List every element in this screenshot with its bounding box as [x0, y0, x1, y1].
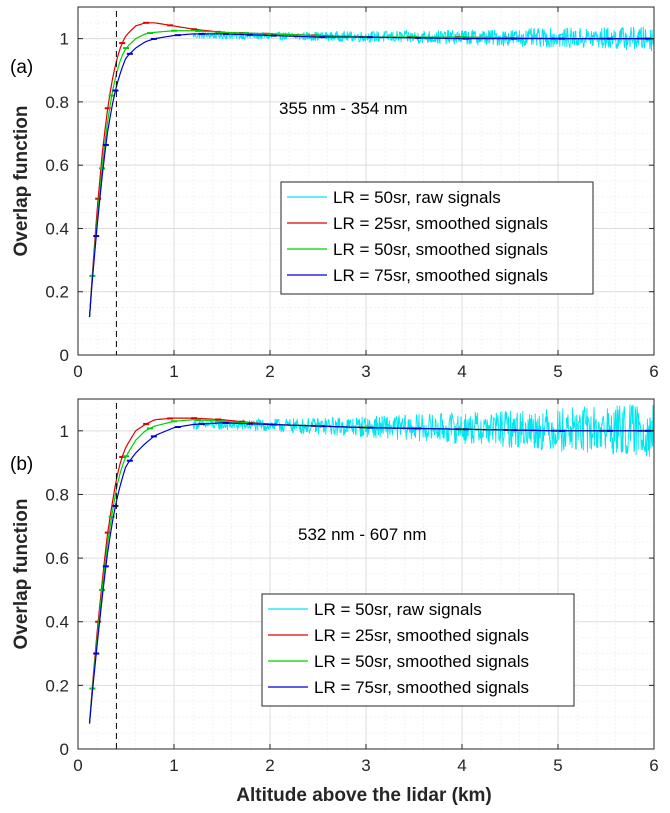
- legend: LR = 50sr, raw signals LR = 25sr, smoothe…: [261, 593, 575, 707]
- x-tick-label: 1: [169, 756, 178, 775]
- x-tick-label: 1: [169, 362, 178, 381]
- x-tick-label: 5: [553, 362, 562, 381]
- wavelength-annotation: 532 nm - 607 nm: [298, 525, 427, 544]
- y-tick-label: 0.8: [45, 93, 69, 112]
- x-tick-label: 3: [361, 362, 370, 381]
- panel-b: 0 1 2 3 4 5 6 0 0.2 0.4 0.6 0.8 1 Overlap function (b)…: [10, 398, 659, 775]
- legend-entry: LR = 25sr, smoothed signals: [314, 626, 529, 645]
- x-tick-label: 6: [649, 756, 658, 775]
- y-tick-label: 0.2: [45, 676, 69, 695]
- y-tick-label: 0.4: [45, 219, 69, 238]
- y-tick-label: 0.8: [45, 485, 69, 504]
- x-tick-label: 4: [457, 362, 466, 381]
- x-tick-label: 4: [457, 756, 466, 775]
- x-axis-label: Altitude above the lidar (km): [236, 785, 491, 806]
- x-tick-label: 5: [553, 756, 562, 775]
- y-tick-label: 1: [60, 30, 69, 49]
- y-tick-label: 0.4: [45, 613, 69, 632]
- panel-a: 0 1 2 3 4 5 6 0 0.2 0.4 0.6 0.8 1 Overlap function (a)…: [10, 6, 659, 381]
- series-line-1: [192, 404, 654, 457]
- y-axis-label: Overlap function: [11, 106, 32, 257]
- series-group: [88, 21, 654, 318]
- series-group: [88, 404, 654, 724]
- x-tick-label: 2: [265, 756, 274, 775]
- x-tick-label: 0: [73, 362, 82, 381]
- x-tick-label: 0: [73, 756, 82, 775]
- legend-entry: LR = 50sr, smoothed signals: [314, 652, 529, 671]
- y-tick-label: 0.6: [45, 549, 69, 568]
- y-tick-label: 0: [60, 346, 69, 365]
- x-tick-label: 2: [265, 362, 274, 381]
- x-tick-label: 6: [649, 362, 658, 381]
- legend-entry: LR = 50sr, smoothed signals: [333, 240, 548, 259]
- legend-entry: LR = 50sr, raw signals: [314, 600, 482, 619]
- y-tick-label: 0.6: [45, 156, 69, 175]
- y-tick-label: 0.2: [45, 283, 69, 302]
- legend-box: [261, 593, 575, 707]
- panel-label: (a): [10, 57, 33, 78]
- panel-label: (b): [10, 454, 33, 475]
- y-tick-label: 0: [60, 740, 69, 759]
- legend-entry: LR = 75sr, smoothed signals: [314, 678, 529, 697]
- y-axis-label: Overlap function: [11, 499, 32, 650]
- x-tick-label: 3: [361, 756, 370, 775]
- legend-entry: LR = 25sr, smoothed signals: [333, 214, 548, 233]
- legend: LR = 50sr, raw signals LR = 25sr, smoothe…: [280, 181, 594, 295]
- legend-box: [280, 181, 594, 295]
- legend-entry: LR = 50sr, raw signals: [333, 188, 501, 207]
- y-tick-label: 1: [60, 422, 69, 441]
- wavelength-annotation: 355 nm - 354 nm: [279, 99, 408, 118]
- legend-entry: LR = 75sr, smoothed signals: [333, 266, 548, 285]
